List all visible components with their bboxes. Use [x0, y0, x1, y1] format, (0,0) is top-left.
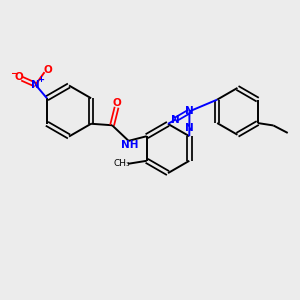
Text: +: +: [37, 75, 44, 84]
Text: N: N: [185, 106, 194, 116]
Text: O: O: [43, 65, 52, 75]
Text: CH₃: CH₃: [113, 159, 130, 168]
Text: −: −: [10, 69, 17, 78]
Text: N: N: [31, 80, 40, 90]
Text: NH: NH: [121, 140, 139, 150]
Text: O: O: [112, 98, 121, 108]
Text: N: N: [185, 122, 194, 133]
Text: O: O: [14, 72, 23, 82]
Text: N: N: [171, 115, 180, 124]
